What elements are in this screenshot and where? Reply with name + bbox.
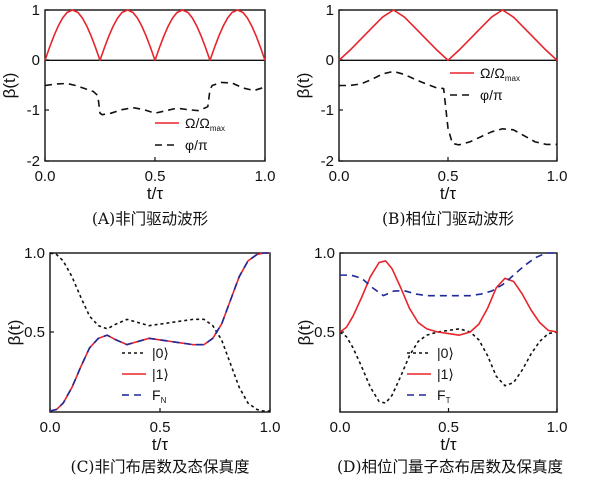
plot-frame (339, 252, 558, 413)
series-line (339, 260, 558, 336)
legend-label: |1⟩ (152, 366, 169, 382)
series-line (338, 9, 558, 62)
x-axis-label: t/τ (440, 184, 456, 203)
y-tick-label: 1 (32, 2, 40, 19)
panel-caption: (D)相位门量子态布居数及保真度 (337, 458, 563, 476)
chart-panel-a: 0.0 0.5 1.0 -2 -1 0 1 β(t) t/τ Ω/Ωmax φ/π (A)非门驱动波形 (0, 2, 275, 228)
plot-frame (44, 9, 266, 162)
legend-label: Ω/Ωmax (480, 65, 520, 83)
series-line (44, 81, 266, 116)
y-tick-label: -1 (321, 102, 334, 119)
series-line (340, 252, 557, 297)
panel-caption: (C)非门布居数及态保真度 (71, 458, 250, 476)
x-tick-label: 0.0 (40, 419, 61, 436)
x-tick-label: 0.5 (438, 168, 459, 185)
series-line (44, 9, 266, 62)
legend-label: |0⟩ (437, 345, 454, 361)
legend-label: φ/π (185, 137, 208, 153)
x-tick-label: 0.0 (329, 168, 350, 185)
y-tick-label: 0 (326, 52, 334, 69)
x-tick-label: 0.5 (150, 419, 171, 436)
legend-label: Ω/Ωmax (185, 115, 225, 133)
x-tick-label: 1.0 (547, 419, 568, 436)
x-axis-label: t/τ (147, 184, 163, 203)
legend-label: |0⟩ (152, 345, 169, 361)
series-line (49, 252, 270, 412)
series-line (339, 70, 557, 146)
y-tick-label: 0.5 (24, 324, 45, 341)
x-tick-label: 1.0 (260, 419, 281, 436)
chart-panel-c: 0.0 0.5 1.0 0.5 1.0 β(t) t/τ |0⟩ |1⟩ FN (C)非门布居数及态… (5, 245, 280, 476)
plot-frame (338, 9, 558, 162)
x-axis-label: t/τ (152, 435, 168, 454)
y-tick-label: 1 (326, 2, 334, 19)
series-line (339, 328, 558, 404)
y-axis-label: β(t) (5, 320, 24, 346)
y-tick-label: 0.5 (314, 324, 335, 341)
chart-panel-d: 0.0 0.5 1.0 0.5 1.0 β(t) t/τ |0⟩ |1⟩ FT (D)相位门量子态布… (295, 245, 567, 476)
y-tick-label: 1.0 (24, 245, 45, 262)
x-tick-label: 1.0 (547, 168, 568, 185)
legend-label: FT (437, 387, 451, 405)
y-tick-label: 0 (32, 52, 40, 69)
y-axis-label: β(t) (295, 320, 314, 346)
y-axis-label: β(t) (294, 73, 313, 99)
y-tick-label: -1 (27, 102, 40, 119)
panel-caption: (B)相位门驱动波形 (382, 210, 514, 228)
x-tick-label: 0.5 (145, 168, 166, 185)
legend-label: |1⟩ (437, 366, 454, 382)
legend-label: φ/π (480, 87, 503, 103)
series-line (49, 252, 270, 412)
chart-panel-b: 0.0 0.5 1.0 -2 -1 0 1 β(t) t/τ Ω/Ωmax φ/π (B)相位门驱动波… (294, 2, 567, 228)
x-tick-label: 0.5 (438, 419, 459, 436)
x-axis-label: t/τ (440, 435, 456, 454)
y-axis-label: β(t) (0, 73, 19, 99)
x-tick-label: 0.0 (330, 419, 351, 436)
panel-caption: (A)非门驱动波形 (92, 210, 208, 228)
legend-label: FN (152, 387, 167, 405)
y-tick-label: -2 (27, 153, 40, 170)
x-tick-label: 1.0 (255, 168, 276, 185)
x-tick-label: 0.0 (35, 168, 56, 185)
y-tick-label: -2 (321, 153, 334, 170)
y-tick-label: 1.0 (314, 245, 335, 262)
